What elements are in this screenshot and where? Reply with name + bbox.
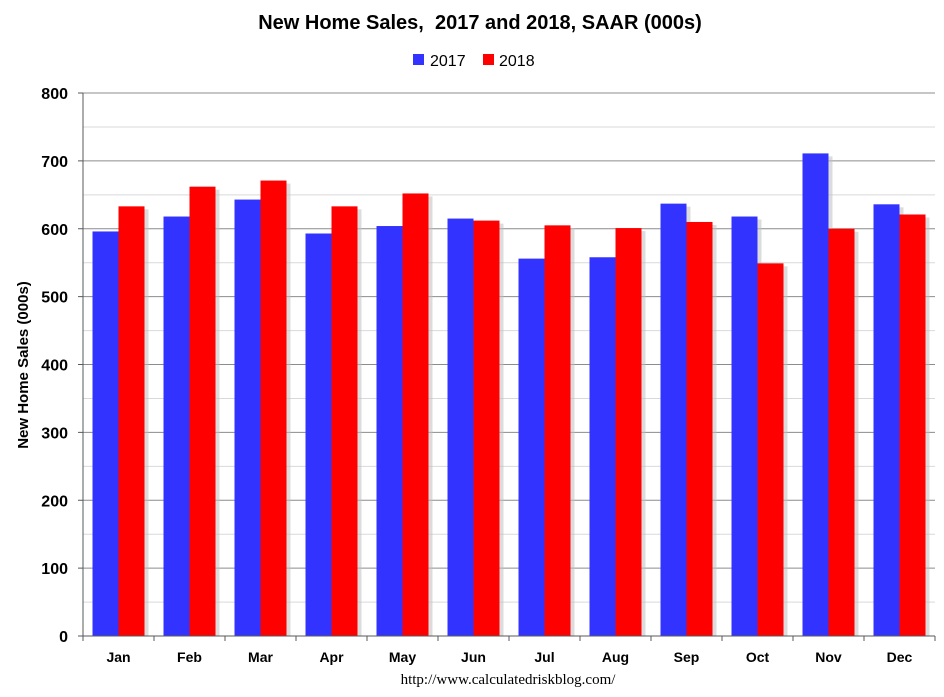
- gridlines: [83, 92, 935, 637]
- y-tick-label: 300: [41, 425, 68, 442]
- x-tick-label: Aug: [602, 649, 629, 665]
- y-tick-label: 400: [41, 358, 68, 375]
- bar-2018-jan: [118, 206, 145, 636]
- y-tick-label: 500: [41, 290, 68, 307]
- bar-2018-nov: [828, 228, 855, 636]
- bar-2017-jul: [518, 258, 545, 636]
- bar-2017-may: [376, 226, 403, 636]
- y-axis-label: New Home Sales (000s): [15, 281, 32, 449]
- chart-title: New Home Sales, 2017 and 2018, SAAR (000…: [258, 12, 702, 34]
- source-note: http://www.calculatedriskblog.com/: [401, 672, 617, 688]
- x-tick-label: Oct: [746, 649, 770, 665]
- y-tick-label: 200: [41, 493, 68, 510]
- bar-2018-jul: [544, 225, 571, 636]
- x-tick-label: May: [389, 649, 416, 665]
- bar-2017-oct: [731, 216, 758, 636]
- bar-2017-feb: [163, 216, 190, 636]
- bar-2017-aug: [589, 257, 616, 636]
- bar-2017-jun: [447, 218, 474, 636]
- y-tick-label: 100: [41, 561, 68, 578]
- bar-2018-feb: [189, 186, 216, 637]
- bar-2018-dec: [899, 214, 926, 636]
- x-tick-label: Nov: [815, 649, 842, 665]
- bar-2017-sep: [660, 203, 687, 637]
- bar-2017-apr: [305, 233, 332, 636]
- x-tick-label: Apr: [319, 649, 344, 665]
- bar-2017-mar: [234, 199, 261, 636]
- legend-label-2017: 2017: [430, 53, 466, 70]
- bar-2018-oct: [757, 263, 784, 636]
- x-tick-label: Dec: [887, 649, 913, 665]
- axes: [78, 92, 936, 641]
- bar-2018-mar: [260, 180, 287, 636]
- legend-label-2018: 2018: [499, 53, 535, 70]
- x-tick-label: Mar: [248, 649, 273, 665]
- legend: 2017 2018: [413, 53, 535, 70]
- y-tick-labels: 0 100 200 300 400 500 600 700 800: [41, 86, 68, 646]
- x-tick-labels: Jan Feb Mar Apr May Jun Jul Aug Sep Oct Nov Dec: [106, 649, 912, 665]
- x-tick-label: Jul: [534, 649, 554, 665]
- bar-2018-aug: [615, 228, 642, 637]
- bar-2017-nov: [802, 153, 829, 636]
- bar-2017-jan: [92, 231, 119, 636]
- bar-2017-dec: [873, 204, 900, 636]
- legend-swatch-2017: [413, 54, 424, 65]
- y-tick-label: 800: [41, 86, 68, 103]
- bars: [92, 153, 930, 637]
- y-tick-label: 600: [41, 222, 68, 239]
- bar-2018-sep: [686, 221, 713, 636]
- x-tick-label: Sep: [674, 649, 700, 665]
- y-tick-label: 0: [59, 629, 68, 646]
- x-tick-label: Jun: [461, 649, 486, 665]
- bar-2018-jun: [473, 220, 500, 637]
- x-tick-label: Jan: [106, 649, 130, 665]
- x-tick-label: Feb: [177, 649, 202, 665]
- y-tick-label: 700: [41, 154, 68, 171]
- bar-2018-may: [402, 193, 429, 636]
- legend-swatch-2018: [483, 54, 494, 65]
- bar-2018-apr: [331, 206, 358, 636]
